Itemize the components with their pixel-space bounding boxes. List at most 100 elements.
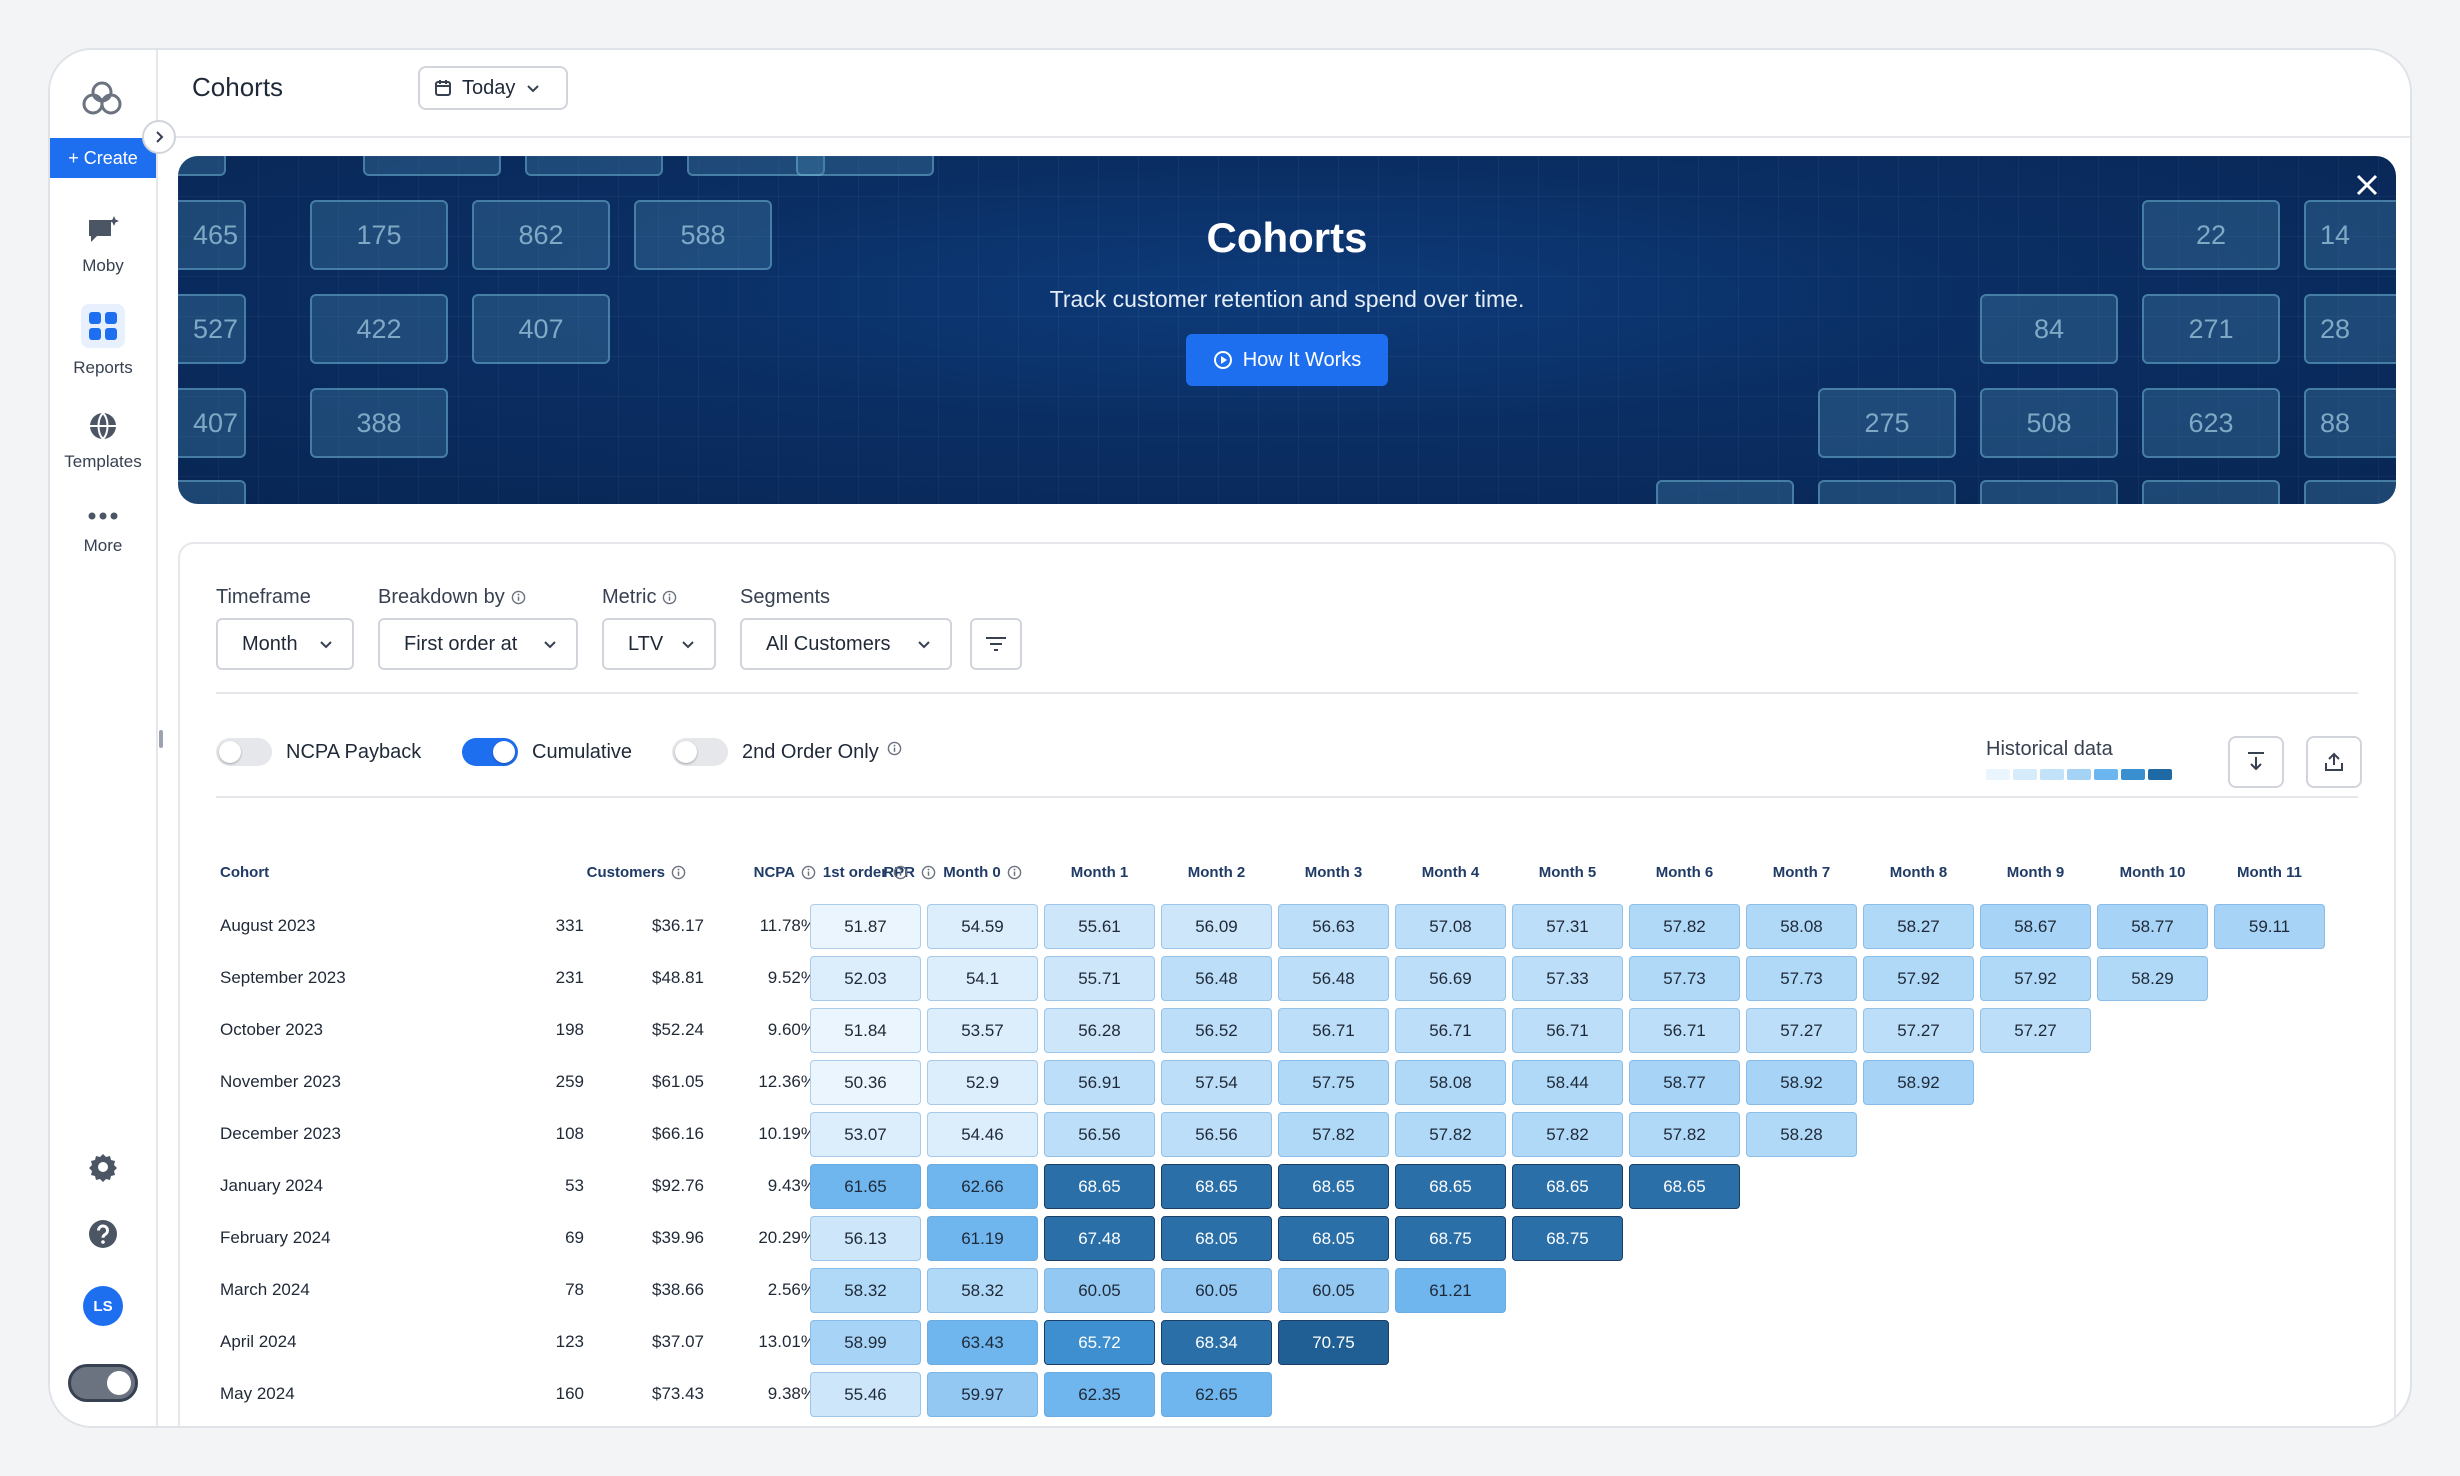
column-header[interactable]: Cohort	[220, 864, 270, 881]
segments-select[interactable]: All Customers	[740, 618, 952, 670]
cohort-cell[interactable]: 56.56	[1044, 1112, 1155, 1157]
column-header[interactable]: Month 5	[1538, 864, 1597, 881]
cohort-cell[interactable]: 50.36	[810, 1060, 921, 1105]
column-header[interactable]: Month 2	[1187, 864, 1246, 881]
column-header[interactable]: Month 8	[1889, 864, 1948, 881]
cohort-cell[interactable]: 58.92	[1746, 1060, 1857, 1105]
cohort-cell[interactable]: 57.27	[1863, 1008, 1974, 1053]
cohort-cell[interactable]: 57.82	[1278, 1112, 1389, 1157]
cohort-cell[interactable]: 58.77	[2097, 904, 2208, 949]
column-header[interactable]: Month 3	[1304, 864, 1363, 881]
cohort-cell[interactable]: 68.65	[1629, 1164, 1740, 1209]
cohort-cell[interactable]: 57.92	[1863, 956, 1974, 1001]
cohort-cell[interactable]: 52.03	[810, 956, 921, 1001]
cohort-cell[interactable]: 57.82	[1395, 1112, 1506, 1157]
column-header[interactable]: Month 10	[2119, 864, 2186, 881]
cohort-cell[interactable]: 57.27	[1980, 1008, 2091, 1053]
cohort-cell[interactable]: 56.48	[1161, 956, 1272, 1001]
cohort-cell[interactable]: 67.48	[1044, 1216, 1155, 1261]
cohort-cell[interactable]: 62.66	[927, 1164, 1038, 1209]
close-icon[interactable]	[2352, 170, 2382, 200]
cohort-cell[interactable]: 56.28	[1044, 1008, 1155, 1053]
cohort-cell[interactable]: 56.52	[1161, 1008, 1272, 1053]
column-header[interactable]: NCPA	[754, 864, 816, 881]
column-header[interactable]: Month 7	[1772, 864, 1831, 881]
cohort-cell[interactable]: 58.32	[810, 1268, 921, 1313]
sidebar-item-templates[interactable]: Templates	[50, 410, 156, 472]
cohort-cell[interactable]: 54.46	[927, 1112, 1038, 1157]
cohort-cell[interactable]: 57.27	[1746, 1008, 1857, 1053]
theme-toggle[interactable]	[50, 1364, 156, 1402]
cohort-cell[interactable]: 60.05	[1161, 1268, 1272, 1313]
cohort-cell[interactable]: 68.65	[1512, 1164, 1623, 1209]
create-button[interactable]: + Create	[50, 138, 156, 178]
cohort-cell[interactable]: 59.97	[927, 1372, 1038, 1417]
column-header[interactable]: Month 6	[1655, 864, 1714, 881]
cohort-cell[interactable]: 62.65	[1161, 1372, 1272, 1417]
ncpa-payback-toggle[interactable]: NCPA Payback	[216, 738, 421, 766]
cohort-cell[interactable]: 58.44	[1512, 1060, 1623, 1105]
cohort-cell[interactable]: 56.71	[1629, 1008, 1740, 1053]
cohort-cell[interactable]: 57.31	[1512, 904, 1623, 949]
download-button[interactable]	[2228, 736, 2284, 788]
sidebar-item-moby[interactable]: Moby	[50, 214, 156, 276]
cohort-cell[interactable]: 57.92	[1980, 956, 2091, 1001]
cumulative-toggle[interactable]: Cumulative	[462, 738, 632, 766]
how-it-works-button[interactable]: How It Works	[1186, 334, 1388, 386]
date-picker-button[interactable]: Today	[418, 66, 568, 110]
cohort-cell[interactable]: 56.56	[1161, 1112, 1272, 1157]
cohort-cell[interactable]: 55.71	[1044, 956, 1155, 1001]
expand-sidebar-button[interactable]	[142, 120, 176, 154]
cohort-cell[interactable]: 57.08	[1395, 904, 1506, 949]
cohort-cell[interactable]: 57.82	[1512, 1112, 1623, 1157]
cohort-cell[interactable]: 57.82	[1629, 904, 1740, 949]
cohort-cell[interactable]: 58.32	[927, 1268, 1038, 1313]
cohort-cell[interactable]: 56.71	[1278, 1008, 1389, 1053]
cohort-cell[interactable]: 56.91	[1044, 1060, 1155, 1105]
column-header[interactable]: Month 9	[2006, 864, 2065, 881]
cohort-cell[interactable]: 57.82	[1629, 1112, 1740, 1157]
cohort-cell[interactable]: 56.69	[1395, 956, 1506, 1001]
column-header[interactable]: RPR	[883, 864, 936, 881]
cohort-cell[interactable]: 68.05	[1278, 1216, 1389, 1261]
ncpa-payback-switch[interactable]	[216, 738, 272, 766]
cohort-cell[interactable]: 68.75	[1512, 1216, 1623, 1261]
cohort-cell[interactable]: 60.05	[1278, 1268, 1389, 1313]
second-order-toggle[interactable]: 2nd Order Only	[672, 738, 902, 766]
cohort-cell[interactable]: 62.35	[1044, 1372, 1155, 1417]
filter-button[interactable]	[970, 618, 1022, 670]
column-header[interactable]: Month 1	[1070, 864, 1129, 881]
cohort-cell[interactable]: 57.75	[1278, 1060, 1389, 1105]
cohort-cell[interactable]: 51.84	[810, 1008, 921, 1053]
cohort-cell[interactable]: 53.07	[810, 1112, 921, 1157]
second-order-switch[interactable]	[672, 738, 728, 766]
cohort-cell[interactable]: 55.61	[1044, 904, 1155, 949]
cohort-cell[interactable]: 56.63	[1278, 904, 1389, 949]
cohort-cell[interactable]: 56.48	[1278, 956, 1389, 1001]
resize-handle[interactable]	[159, 730, 163, 748]
cohort-cell[interactable]: 58.08	[1395, 1060, 1506, 1105]
user-avatar[interactable]: LS	[50, 1286, 156, 1326]
cohort-cell[interactable]: 55.46	[810, 1372, 921, 1417]
column-header[interactable]: Month 0	[927, 864, 1038, 881]
cohort-cell[interactable]: 68.65	[1278, 1164, 1389, 1209]
metric-select[interactable]: LTV	[602, 618, 716, 670]
cohort-cell[interactable]: 56.13	[810, 1216, 921, 1261]
breakdown-select[interactable]: First order at	[378, 618, 578, 670]
cohort-cell[interactable]: 56.09	[1161, 904, 1272, 949]
cohort-cell[interactable]: 58.29	[2097, 956, 2208, 1001]
cohort-cell[interactable]: 56.71	[1395, 1008, 1506, 1053]
cohort-cell[interactable]: 56.71	[1512, 1008, 1623, 1053]
cohort-cell[interactable]: 68.65	[1395, 1164, 1506, 1209]
share-button[interactable]	[2306, 736, 2362, 788]
cumulative-switch[interactable]	[462, 738, 518, 766]
cohort-cell[interactable]: 60.05	[1044, 1268, 1155, 1313]
cohort-cell[interactable]: 58.92	[1863, 1060, 1974, 1105]
cohort-cell[interactable]: 58.99	[810, 1320, 921, 1365]
help-button[interactable]	[50, 1218, 156, 1250]
cohort-cell[interactable]: 68.75	[1395, 1216, 1506, 1261]
column-header[interactable]: Month 11	[2236, 864, 2302, 881]
cohort-cell[interactable]: 61.21	[1395, 1268, 1506, 1313]
timeframe-select[interactable]: Month	[216, 618, 354, 670]
cohort-cell[interactable]: 59.11	[2214, 904, 2325, 949]
